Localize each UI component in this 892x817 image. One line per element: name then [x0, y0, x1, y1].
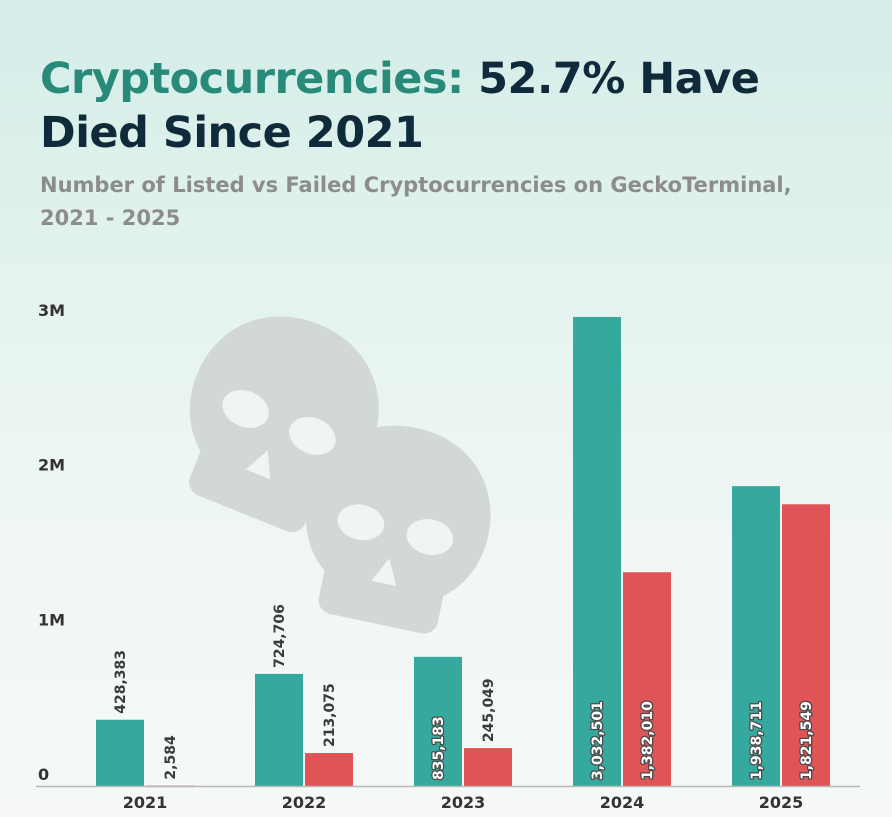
bar-listed-2022: [255, 673, 303, 786]
skull-icon: [305, 425, 491, 634]
x-tick-label: 2025: [759, 793, 804, 812]
y-tick-label: 3M: [38, 301, 65, 320]
bar-listed-2021: [96, 719, 144, 786]
x-tick-label: 2021: [123, 793, 168, 812]
y-tick-label: 1M: [38, 610, 65, 629]
skull-decoration: [189, 316, 491, 634]
bar-value-label: 428,383: [113, 650, 129, 714]
bar-failed-2023: [464, 748, 512, 786]
bar-value-label: 213,075: [322, 683, 338, 747]
bar-listed-2024: [573, 316, 621, 786]
x-tick-label: 2023: [441, 793, 486, 812]
chart-subtitle: Number of Listed vs Failed Cryptocurrenc…: [40, 173, 792, 230]
bar-value-label: 724,706: [272, 604, 288, 668]
chart-title: Cryptocurrencies: 52.7% Have Died Since …: [40, 52, 870, 160]
chart-title-accent: Cryptocurrencies:: [40, 54, 464, 104]
bar-value-label: 3,032,501: [590, 701, 606, 780]
bar-listed-2025: [732, 486, 780, 786]
bar-failed-2022: [305, 753, 353, 786]
x-tick-label: 2022: [282, 793, 327, 812]
bar-failed-2025: [782, 504, 830, 786]
bar-value-label: 2,584: [163, 735, 179, 780]
x-tick-label: 2024: [600, 793, 645, 812]
bar-value-label: 835,183: [431, 716, 447, 780]
bar-failed-2024: [623, 572, 671, 786]
y-axis: 0 1M 2M 3M: [38, 301, 65, 784]
bar-listed-2023: [414, 656, 462, 786]
bar-value-label: 1,821,549: [799, 701, 815, 780]
y-tick-label: 2M: [38, 456, 65, 475]
bar-value-label: 1,382,010: [640, 701, 656, 780]
x-axis: 2021 2022 2023 2024 2025: [123, 793, 804, 812]
chart-title-rest: 52.7% Have Died Since 2021: [40, 54, 760, 158]
y-tick-label: 0: [38, 765, 49, 784]
bar-value-label: 245,049: [481, 678, 497, 742]
value-labels: 428,383 2,584 724,706 213,075 835,183 245,049…: [113, 604, 816, 781]
bars: [96, 316, 830, 788]
bar-value-label: 1,938,711: [749, 701, 765, 780]
